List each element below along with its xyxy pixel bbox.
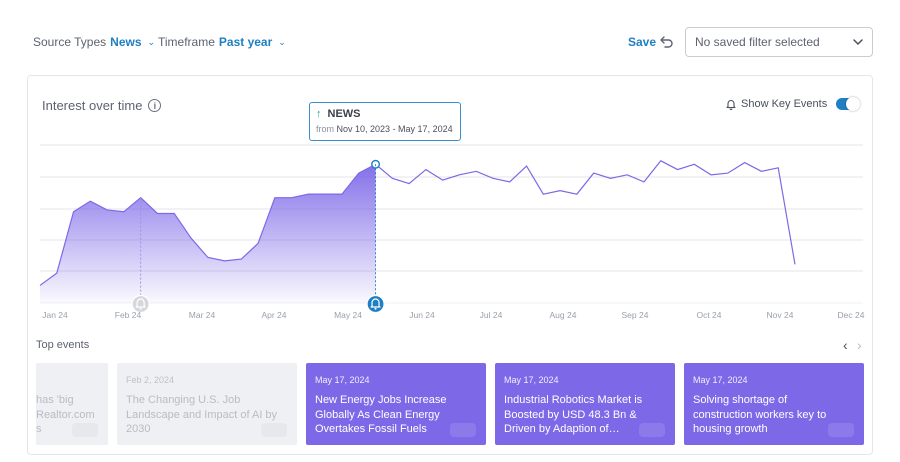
source-types-label: Source Types [33,35,107,49]
event-title: has 'big Realtor.com s [36,394,95,435]
event-date: Feb 2, 2024 [126,375,175,385]
chevron-down-icon [853,39,863,46]
event-title: Solving shortage of construction workers… [693,394,827,435]
event-date: May 17, 2024 [315,375,370,385]
save-button[interactable]: Save [628,35,657,49]
card-title-row: Interest over time i [42,98,162,113]
chevron-down-icon: ⌄ [278,36,286,47]
show-key-events-label: Show Key Events [741,98,828,110]
chevron-down-icon: ⌄ [147,36,156,47]
event-title: The Changing U.S. Job Landscape and Impa… [126,394,278,435]
event-date: May 17, 2024 [693,375,748,385]
event-card[interactable]: has 'big Realtor.com s [36,363,108,445]
chevron-right-icon[interactable]: › [857,337,862,353]
timeframe-label: Timeframe [158,35,215,49]
saved-filter-value: No saved filter selected [695,35,820,49]
tooltip-title: NEWS [327,108,361,120]
saved-filter-select[interactable]: No saved filter selected [685,27,873,57]
timeframe-filter[interactable]: Timeframe Past year ⌄ [158,35,286,49]
event-card[interactable]: Feb 2, 2024 The Changing U.S. Job Landsc… [117,363,297,445]
event-card[interactable]: May 17, 2024 New Energy Jobs Increase Gl… [306,363,486,445]
source-types-value: News [110,35,142,49]
top-events-title: Top events [36,339,90,351]
source-types-filter[interactable]: Source Types News ⌄ [33,35,155,49]
timeframe-value: Past year [218,35,273,49]
event-title: Industrial Robotics Market is Boosted by… [504,394,643,435]
undo-icon[interactable] [659,33,675,49]
show-key-events: Show Key Events [725,97,861,111]
event-date: May 17, 2024 [504,375,559,385]
show-key-events-toggle[interactable] [836,97,861,111]
event-title: New Energy Jobs Increase Globally As Cle… [315,394,447,435]
info-icon[interactable]: i [148,99,162,112]
tooltip-range: Nov 10, 2023 - May 17, 2024 [336,124,453,134]
event-card[interactable]: May 17, 2024 Industrial Robotics Market … [495,363,675,445]
chevron-left-icon[interactable]: ‹ [843,337,848,353]
tooltip-from-label: from [316,124,334,134]
chart-tooltip: ↑ NEWS from Nov 10, 2023 - May 17, 2024 [309,102,461,141]
bell-icon [726,100,736,110]
event-card[interactable]: May 17, 2024 Solving shortage of constru… [684,363,864,445]
card-title: Interest over time [42,98,143,113]
arrow-up-icon: ↑ [316,108,322,120]
